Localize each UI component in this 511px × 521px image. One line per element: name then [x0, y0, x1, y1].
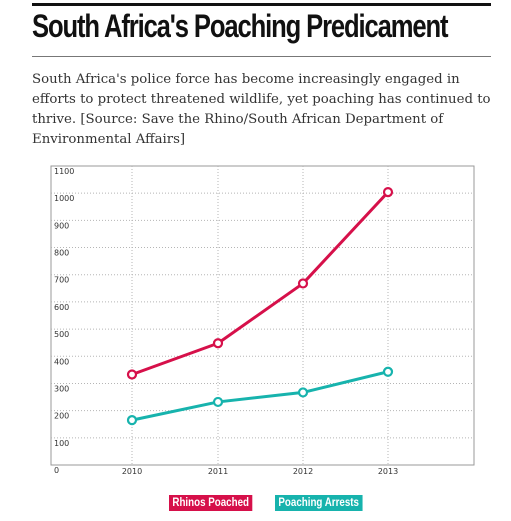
y-tick-label: 900 — [54, 221, 69, 230]
y-tick-label: 500 — [54, 330, 69, 339]
title-rule — [32, 3, 491, 6]
y-tick-label: 400 — [54, 357, 69, 366]
data-point — [126, 369, 138, 380]
series-line — [131, 370, 389, 422]
title-divider — [32, 56, 491, 57]
y-tick-label: 100 — [54, 439, 69, 448]
y-tick-label: 1100 — [54, 167, 74, 176]
data-point — [382, 186, 394, 198]
data-point — [212, 396, 224, 408]
x-tick-label: 2011 — [208, 467, 228, 476]
y-tick-label: 800 — [54, 249, 69, 258]
x-tick-label: 2010 — [122, 467, 142, 476]
legend-poaching-arrests[interactable]: Poaching Arrests — [275, 495, 363, 511]
series-line — [131, 191, 390, 376]
data-point — [126, 415, 138, 426]
legend-rhinos-poached[interactable]: Rhinos Poached — [169, 495, 253, 511]
y-tick-label: 600 — [54, 303, 69, 312]
y-tick-label: 300 — [54, 384, 69, 393]
data-point — [297, 278, 309, 289]
y-tick-label: 200 — [54, 412, 69, 421]
chart-legend: Rhinos Poached Poaching Arrests — [169, 495, 378, 511]
y-tick-label: 1000 — [54, 194, 74, 203]
chart-description: South Africa's police force has become i… — [32, 72, 491, 147]
data-point — [382, 366, 394, 377]
plot-frame — [50, 165, 475, 466]
y-tick-label: 700 — [54, 276, 69, 285]
x-tick-label: 2013 — [378, 467, 398, 476]
x-tick-label: 2012 — [293, 467, 313, 476]
data-point — [297, 387, 309, 398]
page-title: South Africa's Poaching Predicament — [32, 8, 449, 44]
y-tick-label: 0 — [54, 466, 59, 475]
data-point — [212, 338, 224, 349]
